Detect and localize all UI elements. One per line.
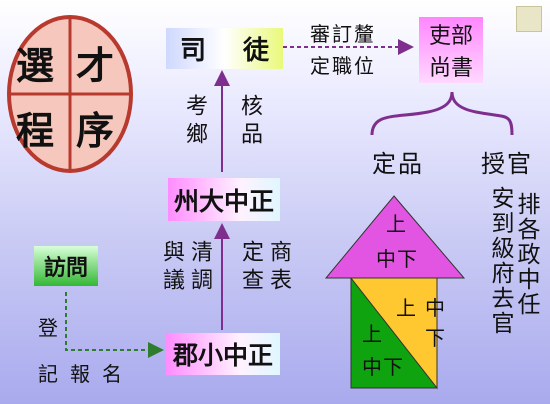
grade-mid-zhong: 中 [425,296,445,320]
label-ji: 記 [38,362,58,386]
grade-diagonal [349,277,438,390]
circle-char-xuan: 選 [16,43,55,88]
corner-decoration [516,6,542,32]
label-dingcha: 定查 [238,240,263,296]
situ-box: 司 徒 [166,28,283,69]
label-shending-line1: 審訂釐 [310,22,376,46]
label-shangbiao: 商表 [266,240,291,296]
circle-char-cheng: 程 [16,108,55,153]
situ-left: 司 [180,36,207,66]
grade-top-shang: 上 [386,212,406,236]
label-shending-line2: 定職位 [310,54,376,78]
grade-low-zhongxia: 中下 [362,355,404,379]
fangwen-box: 訪問 [34,246,98,286]
arrow-fangwen-to-jun [65,292,164,358]
label-yuyi: 與議 [159,240,184,296]
grade-top-zhongxia: 中下 [376,247,418,271]
jun-zhongzheng-box: 郡小中正 [166,333,280,375]
grade-mid-shang: 上 [396,296,416,320]
circle-char-xu: 序 [76,108,115,153]
libu-line1: 吏部 [428,24,473,49]
libu-box: 吏部 尚書 [419,17,483,83]
label-qingtiao: 清調 [187,240,212,296]
circle-char-cai: 才 [76,43,115,88]
label-hepin: 核品 [237,94,262,150]
label-ming: 名 [102,362,122,386]
label-deng: 登 [38,316,58,340]
label-shouguan-desc-1: 安到級府去官 [487,186,513,336]
grade-low-shang: 上 [362,322,382,346]
label-shouguan: 授官 [481,150,533,178]
zhou-zhongzheng-box: 州大中正 [168,178,280,221]
grade-house-shape [324,195,466,390]
label-kaoxiang: 考鄉 [182,94,207,150]
selection-circle [7,15,133,173]
label-shouguan-desc-2: 排各政中任 [513,192,539,317]
grade-mid-xia: 下 [425,326,445,350]
brace-libu [370,91,514,136]
libu-line2: 尚書 [428,56,473,81]
label-dingpin: 定品 [372,150,424,178]
situ-right: 徒 [242,36,269,66]
label-bao: 報 [70,362,90,386]
